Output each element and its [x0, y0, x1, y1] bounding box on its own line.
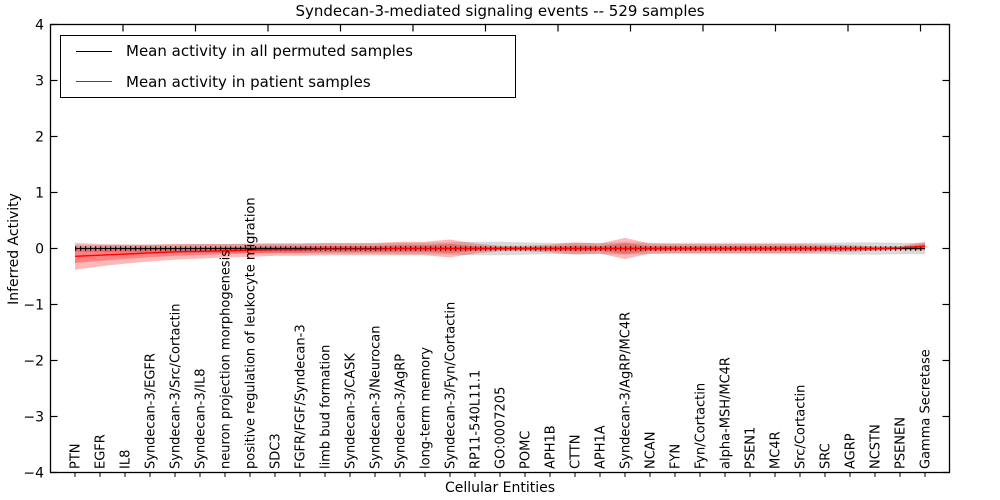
legend-label-patient: Mean activity in patient samples [126, 72, 371, 91]
x-entity-label: APH1B [544, 425, 559, 469]
legend-label-permuted: Mean activity in all permuted samples [126, 42, 413, 61]
x-entity-label: limb bud formation [319, 345, 334, 469]
patient-std-band [75, 237, 925, 270]
x-entity-label: AGRP [844, 433, 859, 469]
x-entity-label: Syndecan-3/EGFR [144, 353, 159, 469]
legend-entry-permuted: Mean activity in all permuted samples [61, 36, 515, 67]
patient-mean-line [74, 245, 926, 258]
x-entity-label: FGFR/FGF/Syndecan-3 [294, 324, 309, 469]
x-entity-label: Syndecan-3/IL8 [194, 369, 209, 469]
y-tick-label: −1 [23, 298, 44, 314]
x-entity-label: alpha-MSH/MC4R [719, 357, 734, 469]
y-tick-label: 2 [35, 130, 44, 146]
x-entity-label: APH1A [594, 425, 609, 469]
x-entity-label: NCSTN [869, 424, 884, 469]
permuted-line-swatch [76, 50, 112, 52]
x-entity-label: Src/Cortactin [794, 385, 809, 469]
x-entity-label: Fyn/Cortactin [694, 383, 709, 469]
x-entity-label: EGFR [94, 434, 109, 469]
x-entity-label: PSENEN [894, 417, 909, 469]
x-entity-label: Syndecan-3/Src/Cortactin [169, 303, 184, 469]
x-entity-label: NCAN [644, 432, 659, 469]
y-tick-label: 0 [35, 242, 44, 258]
x-entity-label: PSEN1 [744, 427, 759, 469]
y-axis-title: Inferred Activity [6, 193, 22, 305]
x-entity-label: long-term memory [419, 347, 434, 469]
y-tick-label: −4 [23, 466, 44, 482]
x-entity-label: Syndecan-3/AgRP [394, 354, 409, 469]
legend: Mean activity in all permuted samples Me… [60, 35, 516, 98]
y-tick-label: −3 [23, 410, 44, 426]
x-entity-label: positive regulation of leukocyte migrati… [244, 197, 259, 469]
legend-entry-patient: Mean activity in patient samples [61, 67, 515, 98]
x-axis-title: Cellular Entities [444, 480, 556, 496]
y-tick-label: 3 [35, 74, 44, 90]
x-entity-label: RP11-540L11.1 [469, 370, 484, 469]
x-entity-label: Syndecan-3/AgRP/MC4R [619, 312, 634, 469]
x-entity-label: SDC3 [269, 433, 284, 469]
x-entity-label: SRC [819, 443, 834, 469]
y-tick-label: −2 [23, 354, 44, 370]
x-entity-label: IL8 [119, 450, 134, 469]
y-tick-label: 4 [35, 18, 44, 34]
x-entity-label: FYN [669, 444, 684, 469]
x-entity-label: Syndecan-3/Neurocan [369, 326, 384, 469]
chart-title: Syndecan-3-mediated signaling events -- … [295, 2, 705, 20]
x-entity-label: MC4R [769, 431, 784, 469]
x-entity-label: CTTN [569, 435, 584, 469]
x-entity-label: PTN [69, 443, 84, 469]
patient-line-swatch [76, 81, 112, 83]
x-entity-label: Gamma Secretase [919, 349, 934, 469]
x-entity-label: GO:0007205 [494, 387, 509, 469]
x-entity-label: POMC [519, 431, 534, 469]
x-entity-label: Syndecan-3/CASK [344, 353, 359, 469]
x-entity-label: neuron projection morphogenesis [219, 250, 234, 469]
x-entity-label: Syndecan-3/Fyn/Cortactin [444, 302, 459, 469]
y-tick-label: 1 [35, 186, 44, 202]
